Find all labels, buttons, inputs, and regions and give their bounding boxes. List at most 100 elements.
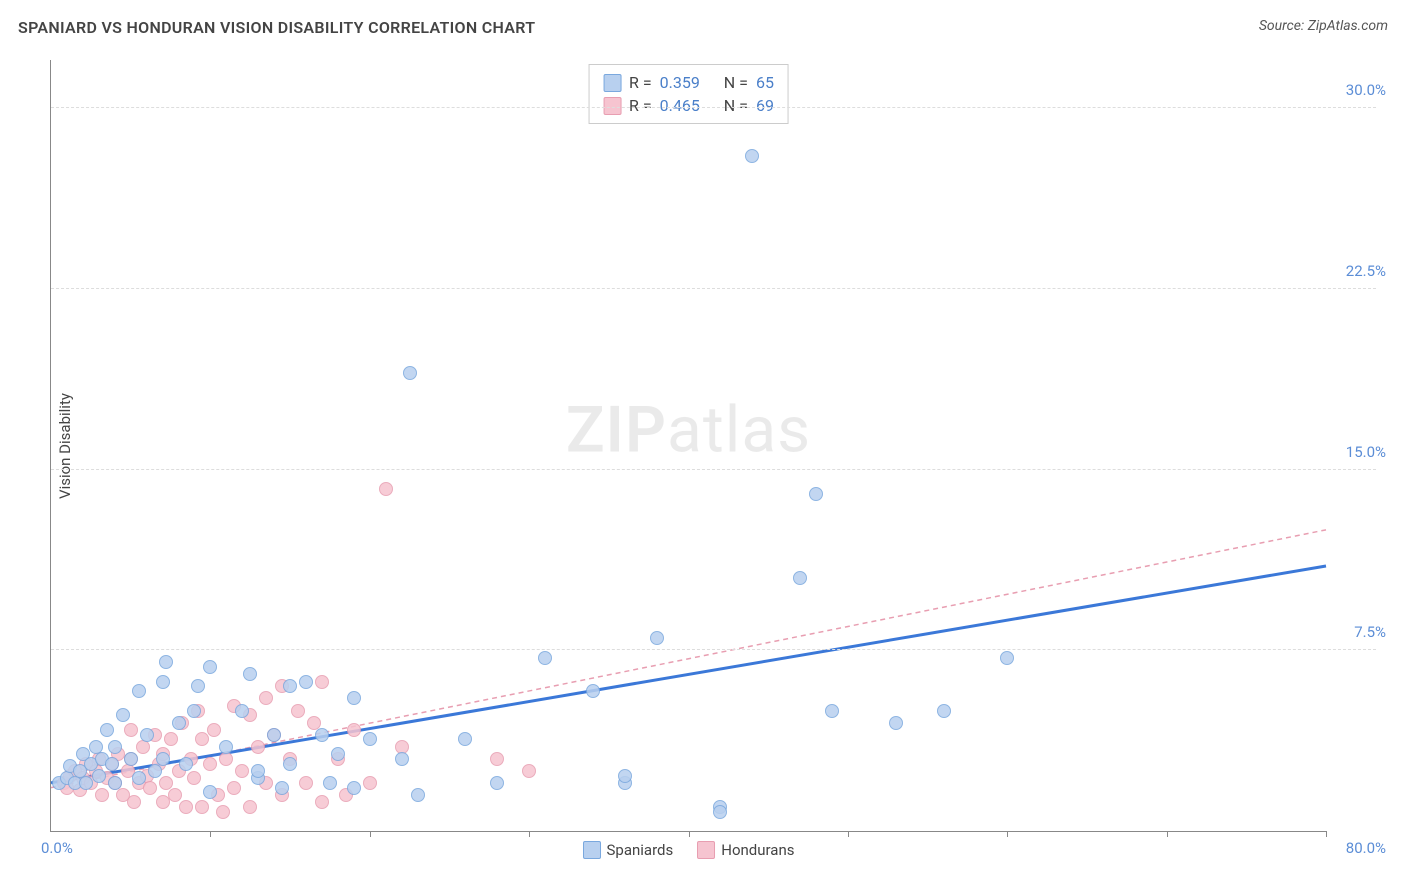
- data-point: [315, 728, 329, 742]
- x-tick-mark: [210, 831, 211, 837]
- data-point: [219, 740, 233, 754]
- data-point: [143, 781, 157, 795]
- swatch-icon: [603, 74, 621, 92]
- data-point: [156, 752, 170, 766]
- legend-item-hondurans: Hondurans: [697, 841, 794, 859]
- data-point: [522, 764, 536, 778]
- data-point: [315, 675, 329, 689]
- scatter-chart: ZIPatlas R = 0.359 N = 65 R = 0.465 N = …: [50, 60, 1326, 832]
- x-tick-mark: [689, 831, 690, 837]
- data-point: [347, 691, 361, 705]
- data-point: [299, 675, 313, 689]
- data-point: [650, 631, 664, 645]
- data-point: [159, 776, 173, 790]
- data-point: [347, 781, 361, 795]
- gridline: [51, 107, 1376, 108]
- watermark: ZIPatlas: [566, 393, 811, 468]
- swatch-icon: [697, 841, 715, 859]
- data-point: [148, 764, 162, 778]
- data-point: [227, 781, 241, 795]
- data-point: [203, 785, 217, 799]
- data-point: [347, 723, 361, 737]
- gridline: [51, 288, 1376, 289]
- data-point: [172, 716, 186, 730]
- source-label: Source: ZipAtlas.com: [1259, 18, 1388, 34]
- data-point: [159, 655, 173, 669]
- x-tick-end: 80.0%: [1346, 839, 1386, 857]
- data-point: [745, 149, 759, 163]
- data-point: [259, 691, 273, 705]
- data-point: [825, 704, 839, 718]
- data-point: [299, 776, 313, 790]
- gridline: [51, 469, 1376, 470]
- data-point: [136, 740, 150, 754]
- data-point: [490, 776, 504, 790]
- data-point: [108, 740, 122, 754]
- x-tick-mark: [370, 831, 371, 837]
- trend-line: [51, 530, 1326, 788]
- data-point: [243, 667, 257, 681]
- data-point: [315, 795, 329, 809]
- data-point: [179, 757, 193, 771]
- data-point: [331, 747, 345, 761]
- data-point: [219, 752, 233, 766]
- swatch-icon: [583, 841, 601, 859]
- data-point: [713, 805, 727, 819]
- data-point: [490, 752, 504, 766]
- data-point: [105, 757, 119, 771]
- stats-legend-row-spaniards: R = 0.359 N = 65: [603, 71, 774, 94]
- data-point: [132, 771, 146, 785]
- y-tick-label: 15.0%: [1346, 443, 1386, 461]
- data-point: [267, 728, 281, 742]
- data-point: [179, 800, 193, 814]
- data-point: [191, 679, 205, 693]
- data-point: [100, 723, 114, 737]
- data-point: [187, 771, 201, 785]
- x-tick-mark: [529, 831, 530, 837]
- data-point: [92, 769, 106, 783]
- data-point: [195, 800, 209, 814]
- data-point: [379, 482, 393, 496]
- data-point: [235, 704, 249, 718]
- data-point: [618, 769, 632, 783]
- data-point: [168, 788, 182, 802]
- data-point: [132, 684, 146, 698]
- data-point: [809, 487, 823, 501]
- data-point: [156, 675, 170, 689]
- data-point: [140, 728, 154, 742]
- swatch-icon: [603, 97, 621, 115]
- x-tick-mark: [1167, 831, 1168, 837]
- data-point: [458, 732, 472, 746]
- data-point: [363, 732, 377, 746]
- data-point: [243, 800, 257, 814]
- data-point: [187, 704, 201, 718]
- data-point: [124, 723, 138, 737]
- data-point: [323, 776, 337, 790]
- y-tick-label: 30.0%: [1346, 81, 1386, 99]
- data-point: [291, 704, 305, 718]
- data-point: [793, 571, 807, 585]
- data-point: [363, 776, 377, 790]
- data-point: [127, 795, 141, 809]
- page-title: SPANIARD VS HONDURAN VISION DISABILITY C…: [18, 18, 535, 37]
- data-point: [395, 752, 409, 766]
- stats-legend-row-hondurans: R = 0.465 N = 69: [603, 94, 774, 117]
- data-point: [235, 764, 249, 778]
- data-point: [403, 366, 417, 380]
- data-point: [275, 781, 289, 795]
- data-point: [283, 679, 297, 693]
- data-point: [216, 805, 230, 819]
- legend-item-spaniards: Spaniards: [583, 841, 674, 859]
- x-tick-mark: [848, 831, 849, 837]
- data-point: [108, 776, 122, 790]
- data-point: [116, 708, 130, 722]
- stats-legend: R = 0.359 N = 65 R = 0.465 N = 69: [588, 64, 789, 124]
- x-tick-mark: [1007, 831, 1008, 837]
- data-point: [251, 764, 265, 778]
- data-point: [207, 723, 221, 737]
- x-tick-start: 0.0%: [41, 839, 73, 857]
- data-point: [538, 651, 552, 665]
- gridline: [51, 649, 1376, 650]
- data-point: [1000, 651, 1014, 665]
- y-tick-label: 7.5%: [1354, 623, 1386, 641]
